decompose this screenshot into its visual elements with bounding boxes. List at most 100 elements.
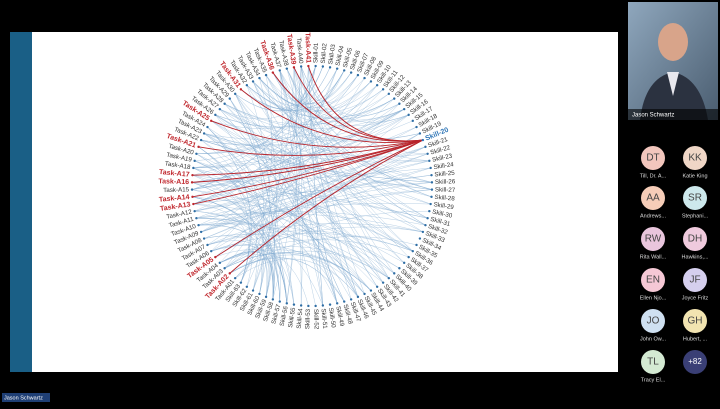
participant[interactable]: EN Ellen Njo...: [640, 268, 667, 301]
node-label: Skill-55: [287, 307, 297, 329]
edge: [279, 70, 409, 258]
node-label: Skill-23: [432, 153, 454, 164]
participant[interactable]: DH Hawkins,...: [682, 227, 709, 260]
node-dot: [363, 76, 366, 80]
node-dot: [271, 71, 275, 74]
avatar-initials: DH: [688, 234, 702, 245]
edge: [229, 98, 338, 304]
overflow-count: +82: [688, 357, 702, 366]
avatar-initials: AA: [646, 193, 660, 204]
participant[interactable]: SR Stephani...: [682, 186, 709, 219]
node-dot: [192, 202, 195, 206]
node-dot: [321, 65, 325, 68]
node-label: Task-A16: [158, 178, 189, 186]
node-dot: [239, 88, 243, 91]
highlight-edge: [240, 88, 423, 143]
network-edges: [191, 65, 433, 307]
node-dot: [264, 73, 268, 77]
node-dot: [428, 209, 431, 213]
edge: [203, 133, 359, 297]
edge: [272, 66, 309, 300]
participant[interactable]: RW Rita Wall...: [640, 227, 667, 260]
edge: [259, 78, 277, 297]
edge: [207, 126, 295, 305]
edge: [286, 66, 302, 304]
node-dot: [335, 67, 339, 70]
avatar: [683, 186, 707, 210]
node-dot: [285, 67, 289, 70]
edge: [198, 146, 258, 291]
node-dot: [271, 298, 275, 301]
participant[interactable]: AA Andrews...: [640, 186, 666, 219]
avatar: [683, 309, 707, 333]
node-dot: [191, 173, 194, 177]
node-dot: [292, 303, 296, 306]
node-dot: [343, 69, 346, 72]
participant[interactable]: TL Tracy El...: [641, 350, 666, 383]
participant-grid: DT Till, Dr. A... KK Katie King AA Andrews...…: [640, 146, 709, 383]
edge: [207, 126, 274, 300]
edge: [293, 67, 303, 306]
node-dot: [381, 88, 385, 91]
edge: [198, 146, 250, 283]
participant[interactable]: GH Hubert, ...: [683, 309, 708, 342]
node-dot: [407, 113, 410, 117]
node-dot: [193, 209, 196, 213]
node-label: Task-A39: [285, 34, 297, 65]
shared-slide: [10, 32, 618, 372]
edge: [192, 174, 274, 300]
edge: [286, 68, 426, 226]
participant[interactable]: DT Till, Dr. A...: [640, 146, 667, 179]
more-participants[interactable]: +82: [683, 350, 707, 374]
node-dot: [398, 267, 401, 270]
edge: [259, 70, 345, 106]
edge: [224, 103, 420, 141]
video-tile[interactable]: Jason Schwartz: [628, 2, 718, 120]
node-dot: [411, 249, 414, 253]
person-head: [658, 23, 688, 61]
edge: [229, 98, 316, 306]
node-label: Skill-54: [296, 308, 305, 329]
edge: [229, 98, 276, 300]
node-dot: [202, 237, 206, 240]
avatar-initials: JF: [689, 275, 700, 286]
node-dot: [193, 159, 196, 163]
highlight-edge: [211, 120, 423, 148]
highlight-edge: [198, 139, 423, 156]
participant[interactable]: JO John Ow...: [640, 309, 666, 342]
node-dot: [223, 102, 226, 105]
edge: [308, 66, 324, 306]
participant-name: Tracy El...: [641, 377, 666, 383]
avatar: [683, 227, 707, 251]
edge: [224, 103, 432, 198]
participant[interactable]: JF Joyce Fritz: [682, 268, 709, 301]
edge: [192, 108, 405, 190]
edge: [192, 114, 409, 190]
edge: [215, 114, 265, 294]
node-dot: [195, 217, 198, 220]
highlight-edge: [215, 139, 424, 258]
node-dot: [415, 243, 418, 247]
node-label: Skill-25: [434, 170, 455, 179]
node-dot: [418, 132, 422, 135]
node-dot: [328, 303, 332, 306]
node-dot: [251, 80, 255, 83]
edge: [240, 75, 273, 283]
node-dot: [245, 285, 249, 288]
node-dot: [430, 188, 434, 191]
participant[interactable]: KK Katie King: [682, 146, 708, 179]
edge: [196, 74, 359, 155]
edge: [219, 226, 423, 264]
highlight-edge: [229, 139, 424, 274]
node-dot: [307, 304, 310, 308]
edge: [246, 85, 378, 287]
node-dot: [428, 159, 431, 163]
node-dot: [430, 173, 433, 177]
node-dot: [245, 84, 249, 87]
edge: [211, 133, 421, 252]
edge: [196, 213, 423, 233]
edge: [196, 211, 426, 226]
edge: [252, 66, 302, 291]
node-dot: [328, 66, 332, 69]
highlight-edge: [192, 139, 424, 198]
